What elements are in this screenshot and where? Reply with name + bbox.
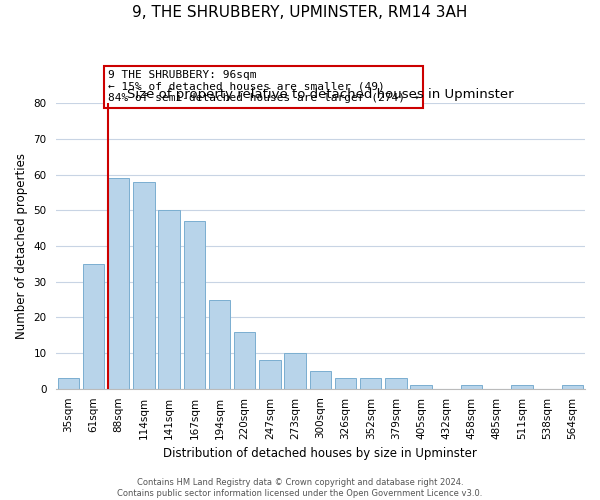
Text: 9 THE SHRUBBERY: 96sqm
← 15% of detached houses are smaller (49)
84% of semi-det: 9 THE SHRUBBERY: 96sqm ← 15% of detached… xyxy=(108,70,419,103)
Bar xyxy=(511,386,533,389)
Bar xyxy=(335,378,356,389)
Title: Size of property relative to detached houses in Upminster: Size of property relative to detached ho… xyxy=(127,88,514,101)
Y-axis label: Number of detached properties: Number of detached properties xyxy=(15,153,28,339)
Bar xyxy=(360,378,382,389)
Bar xyxy=(83,264,104,389)
Bar xyxy=(108,178,130,389)
Text: Contains HM Land Registry data © Crown copyright and database right 2024.
Contai: Contains HM Land Registry data © Crown c… xyxy=(118,478,482,498)
Bar xyxy=(209,300,230,389)
Bar xyxy=(410,386,432,389)
Bar xyxy=(310,371,331,389)
Bar xyxy=(234,332,256,389)
Bar xyxy=(184,221,205,389)
Text: 9, THE SHRUBBERY, UPMINSTER, RM14 3AH: 9, THE SHRUBBERY, UPMINSTER, RM14 3AH xyxy=(133,5,467,20)
Bar xyxy=(259,360,281,389)
Bar xyxy=(284,353,306,389)
Bar xyxy=(133,182,155,389)
Bar xyxy=(562,386,583,389)
Bar xyxy=(385,378,407,389)
X-axis label: Distribution of detached houses by size in Upminster: Distribution of detached houses by size … xyxy=(163,447,477,460)
Bar xyxy=(58,378,79,389)
Bar xyxy=(461,386,482,389)
Bar xyxy=(158,210,180,389)
